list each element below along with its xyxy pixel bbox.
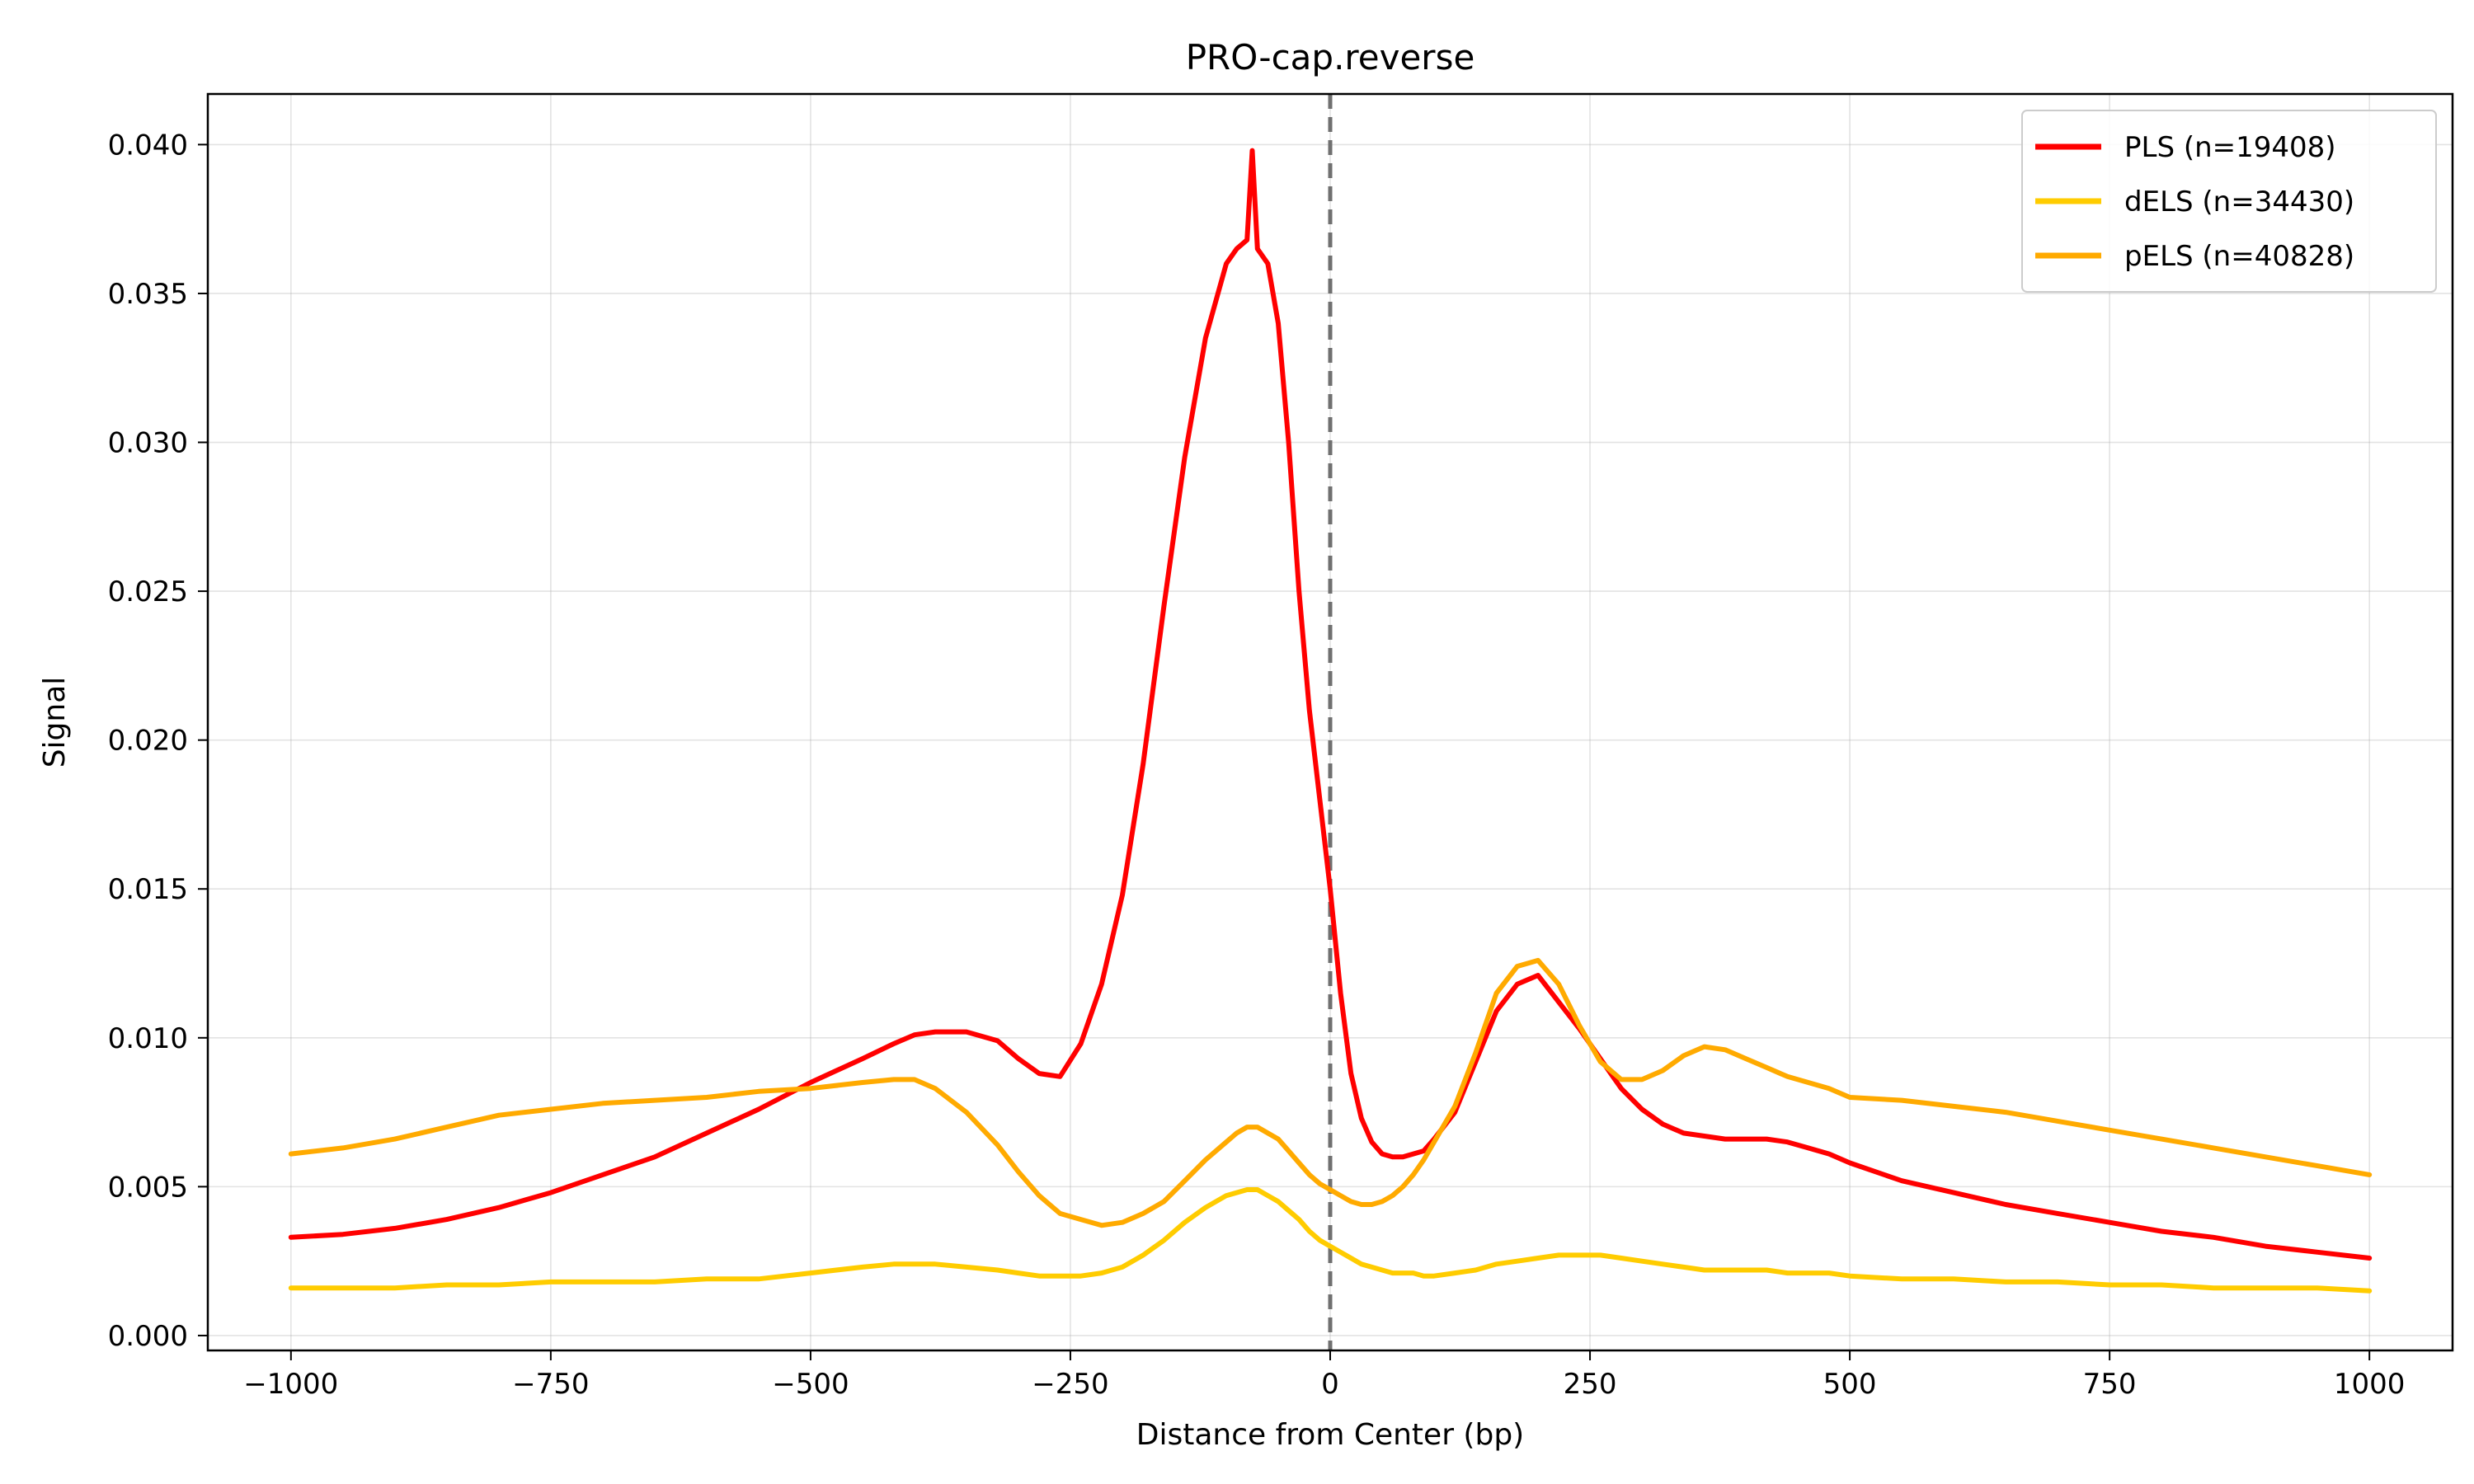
x-tick-label: 500: [1823, 1368, 1877, 1401]
legend-box: [2021, 110, 2437, 293]
x-tick-label: 1000: [2334, 1368, 2406, 1401]
x-axis-label: Distance from Center (bp): [1136, 1418, 1524, 1452]
series-line-1: [288, 1187, 2373, 1294]
legend-label: dELS (n=34430): [2124, 186, 2354, 218]
legend: PLS (n=19408) dELS (n=34430) pELS (n=40828…: [2021, 110, 2437, 293]
y-tick-label: 0.010: [108, 1022, 188, 1055]
y-tick-label: 0.035: [108, 278, 188, 311]
y-tick-label: 0.015: [108, 873, 188, 906]
x-axis-ticks: −1000 −750 −500 −250 0 250 500 750 1000: [243, 1350, 2405, 1401]
x-tick-label: 750: [2083, 1368, 2137, 1401]
series-line-2: [288, 957, 2373, 1228]
chart-title: PRO-cap.reverse: [1186, 37, 1475, 77]
x-tick-label: −250: [1032, 1368, 1108, 1401]
data-series: [288, 148, 2373, 1294]
series-line-0: [288, 148, 2373, 1261]
y-tick-label: 0.030: [108, 427, 188, 460]
y-tick-label: 0.005: [108, 1171, 188, 1204]
y-tick-label: 0.025: [108, 575, 188, 608]
y-tick-label: 0.000: [108, 1320, 188, 1353]
x-tick-label: 250: [1564, 1368, 1617, 1401]
x-tick-label: 0: [1321, 1368, 1339, 1401]
legend-label: pELS (n=40828): [2124, 240, 2354, 273]
y-axis-label: Signal: [38, 677, 72, 768]
y-tick-label: 0.040: [108, 129, 188, 162]
legend-label: PLS (n=19408): [2124, 131, 2336, 164]
x-tick-label: −750: [512, 1368, 589, 1401]
y-axis-ticks: 0.000 0.005 0.010 0.015 0.020 0.025 0.030 0.035…: [108, 129, 208, 1353]
x-tick-label: −1000: [243, 1368, 338, 1401]
y-tick-label: 0.020: [108, 725, 188, 758]
x-tick-label: −500: [772, 1368, 849, 1401]
